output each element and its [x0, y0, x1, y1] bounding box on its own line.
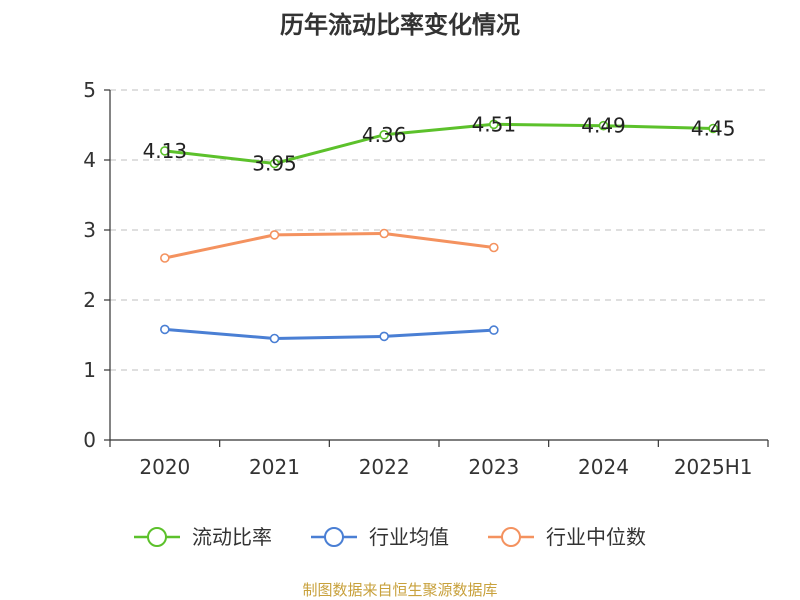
data-point — [269, 230, 280, 240]
data-point — [160, 324, 170, 335]
y-tick-label: 3 — [83, 218, 96, 242]
series-line-1 — [164, 327, 494, 340]
data-point — [489, 119, 499, 130]
data-label: 4.45 — [691, 117, 736, 141]
y-tick-label: 1 — [83, 358, 96, 382]
legend-label: 流动比率 — [192, 525, 272, 549]
data-point — [379, 228, 389, 239]
legend-marker — [501, 527, 521, 547]
data-point — [269, 333, 280, 344]
data-label: 4.13 — [143, 139, 188, 163]
x-tick-label: 2025H1 — [674, 455, 753, 479]
data-point — [489, 325, 499, 335]
data-point — [160, 253, 170, 263]
series-line-0 — [164, 122, 714, 165]
series-layer — [160, 119, 718, 344]
data-point — [598, 120, 609, 131]
y-tick-label: 2 — [83, 288, 96, 312]
x-tick-label: 2021 — [249, 455, 300, 479]
x-tick-label: 2023 — [468, 455, 519, 479]
data-label: 4.51 — [472, 112, 517, 136]
data-label: 4.36 — [362, 123, 407, 147]
y-tick-label: 4 — [83, 148, 96, 172]
legend-marker — [147, 527, 167, 547]
series-line-2 — [164, 232, 494, 260]
data-point — [160, 146, 170, 156]
legend-label: 行业中位数 — [546, 525, 646, 549]
y-tick-label: 0 — [83, 428, 96, 452]
data-labels: 4.13 3.95 4.36 4.51 4.49 4.45 — [143, 112, 736, 175]
grid-lines — [110, 89, 768, 371]
chart-title: 历年流动比率变化情况 — [280, 11, 520, 39]
x-tick-label: 2020 — [139, 455, 190, 479]
data-point — [489, 242, 499, 253]
data-point — [379, 130, 389, 140]
y-tick-label: 5 — [83, 78, 96, 102]
data-point — [708, 123, 718, 134]
data-label: 4.49 — [581, 114, 626, 138]
legend: 流动比率 行业均值 行业中位数 — [134, 525, 646, 549]
legend-label: 行业均值 — [369, 525, 449, 549]
x-tick-label: 2024 — [578, 455, 629, 479]
data-label: 3.95 — [252, 152, 297, 176]
data-point — [379, 331, 389, 342]
data-point — [269, 158, 280, 169]
legend-marker — [324, 527, 344, 547]
axes: 0 1 2 3 4 5 2020 2021 2022 2023 2024 2025H1 — [83, 78, 769, 479]
source-note: 制图数据来自恒生聚源数据库 — [302, 581, 497, 599]
x-tick-label: 2022 — [359, 455, 410, 479]
